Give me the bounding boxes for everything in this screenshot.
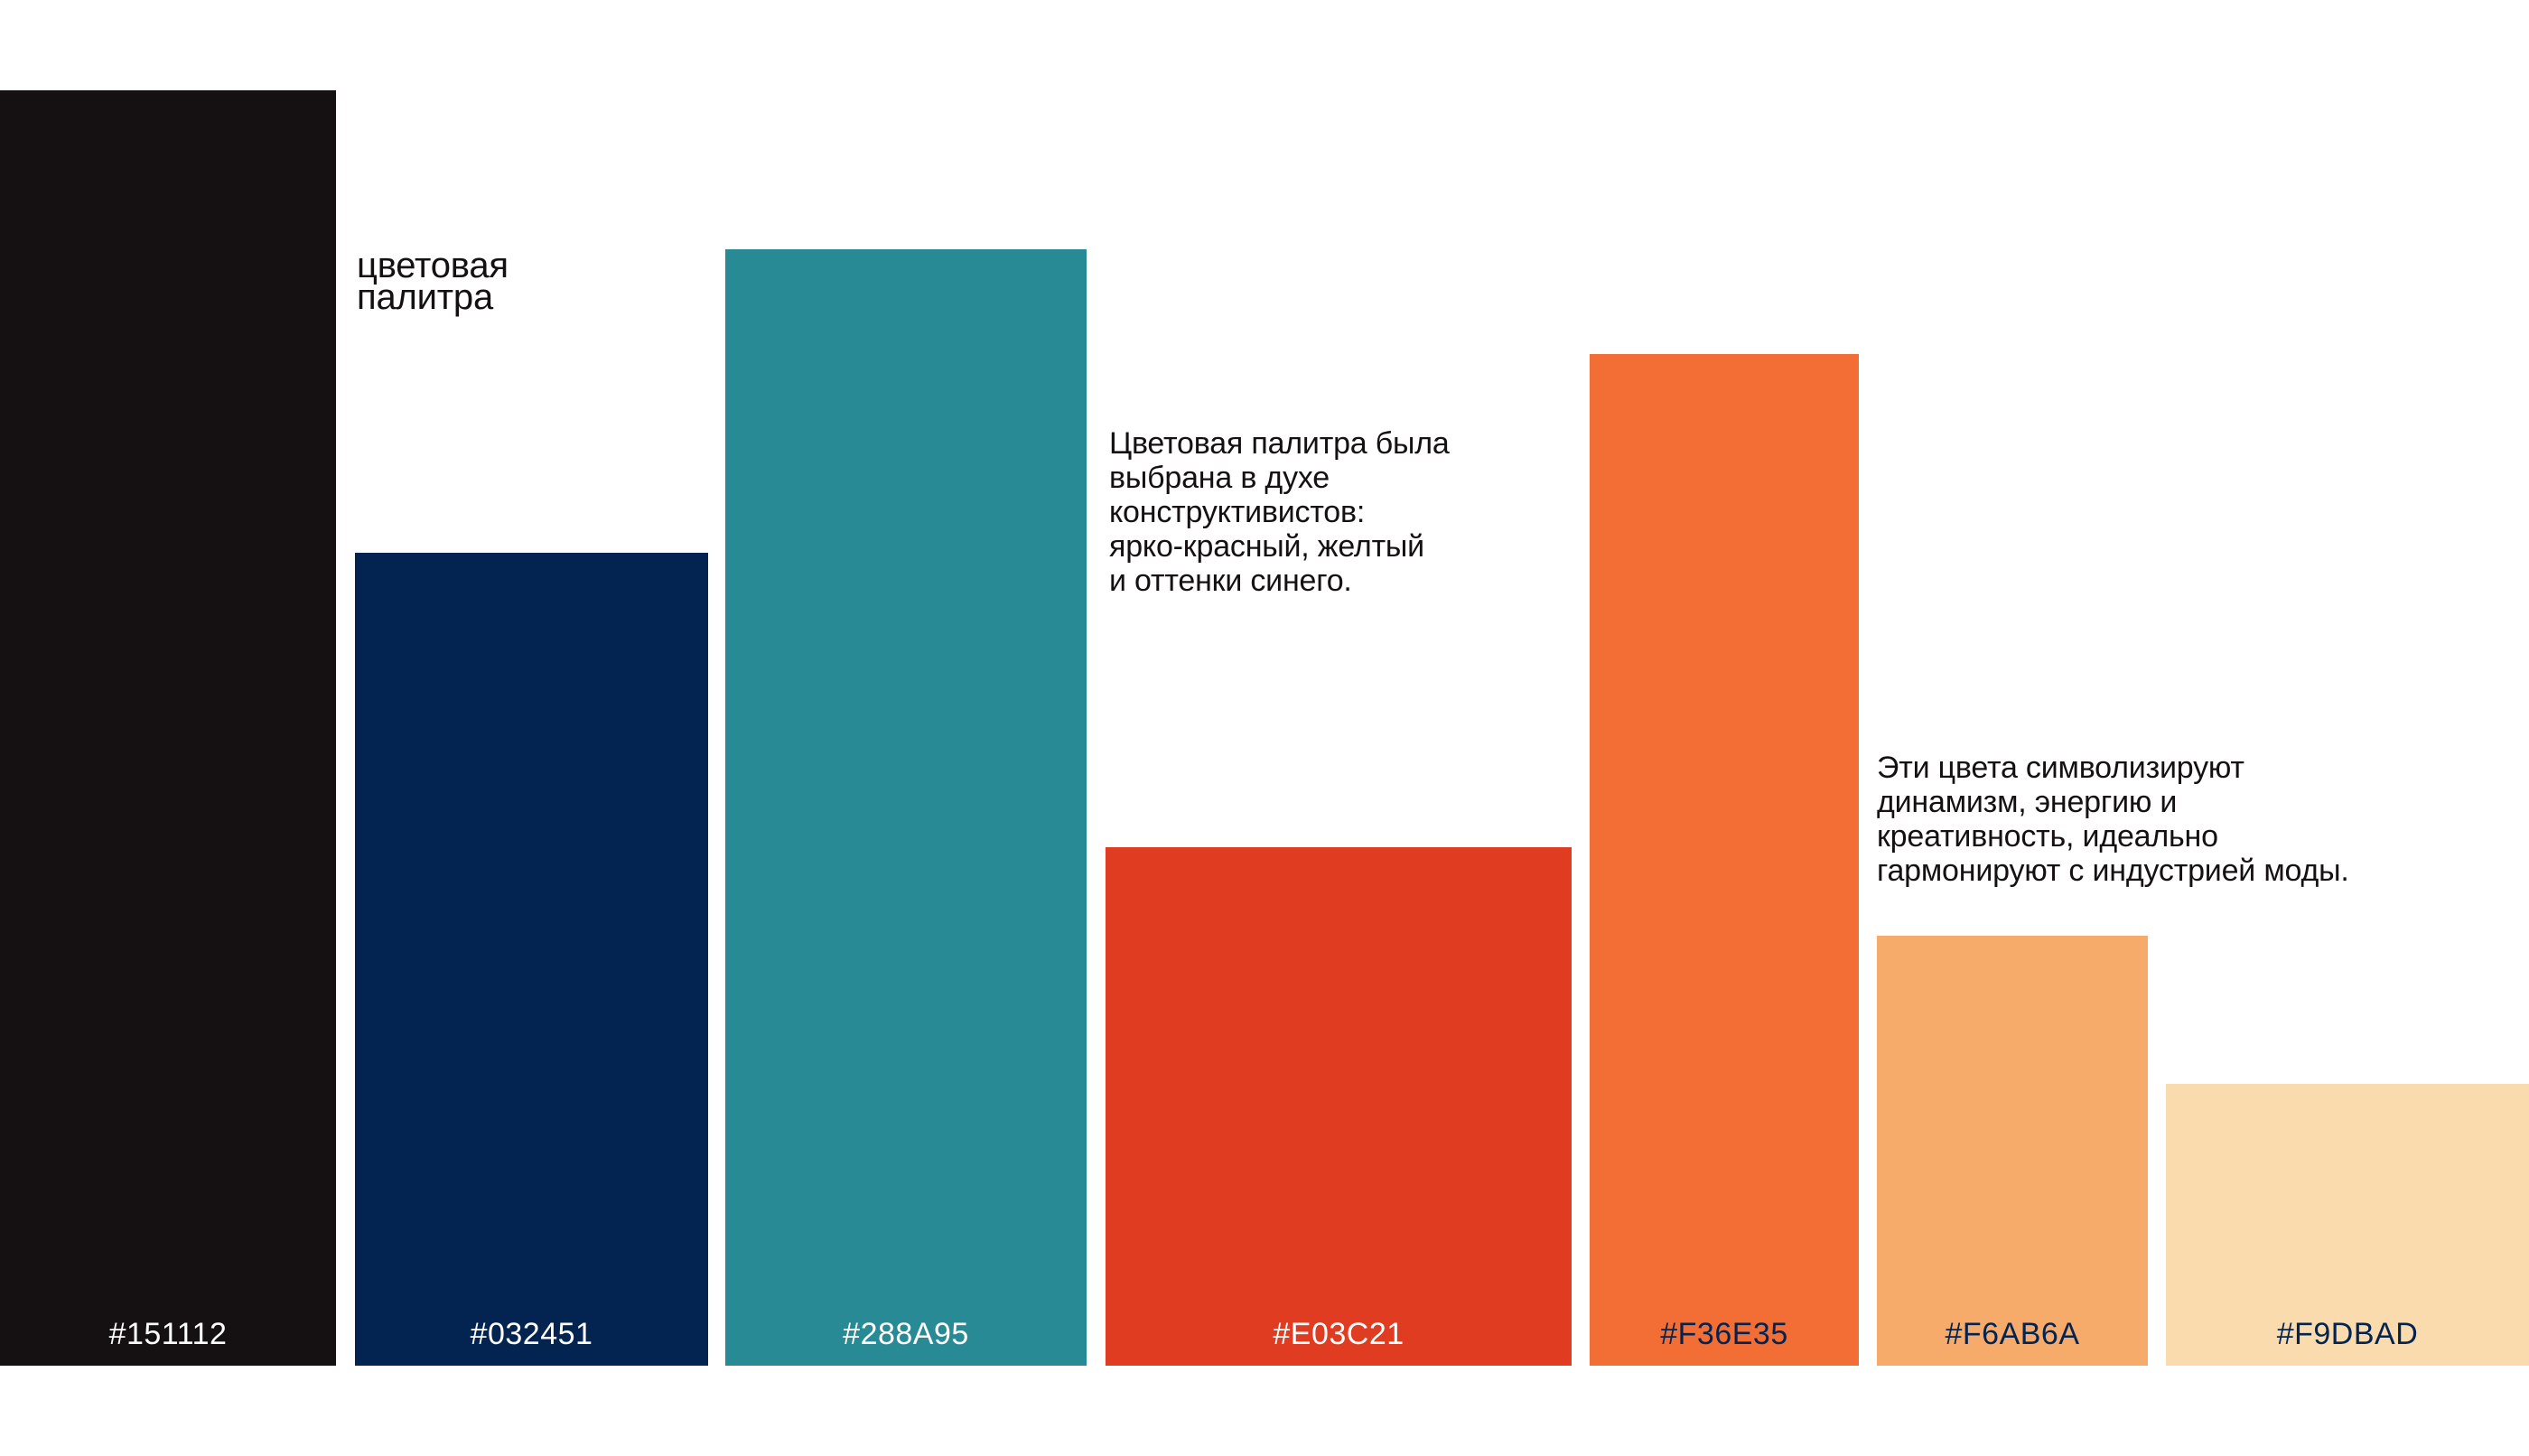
hex-label-navy: #032451 bbox=[470, 1317, 593, 1351]
hex-label-teal: #288A95 bbox=[843, 1317, 969, 1351]
palette-bar-navy: #032451 bbox=[355, 553, 708, 1366]
hex-label-black: #151112 bbox=[108, 1317, 228, 1351]
hex-label-light-orange: #F6AB6A bbox=[1945, 1317, 2080, 1351]
palette-bar-orange: #F36E35 bbox=[1590, 354, 1859, 1366]
hex-label-red: #E03C21 bbox=[1273, 1317, 1404, 1351]
palette-bar-black: #151112 bbox=[0, 90, 336, 1366]
slide-title: цветовая палитра bbox=[357, 246, 509, 317]
paragraph-constructivism: Цветовая палитра была выбрана в духе кон… bbox=[1109, 426, 1450, 598]
palette-bar-teal: #288A95 bbox=[725, 249, 1087, 1366]
palette-bar-cream: #F9DBAD bbox=[2166, 1084, 2529, 1366]
palette-bar-light-orange: #F6AB6A bbox=[1877, 936, 2148, 1366]
hex-label-orange: #F36E35 bbox=[1660, 1317, 1788, 1351]
palette-bar-red: #E03C21 bbox=[1106, 847, 1572, 1366]
hex-label-cream: #F9DBAD bbox=[2276, 1317, 2419, 1351]
paragraph-symbolism: Эти цвета символизируют динамизм, энерги… bbox=[1877, 751, 2349, 888]
